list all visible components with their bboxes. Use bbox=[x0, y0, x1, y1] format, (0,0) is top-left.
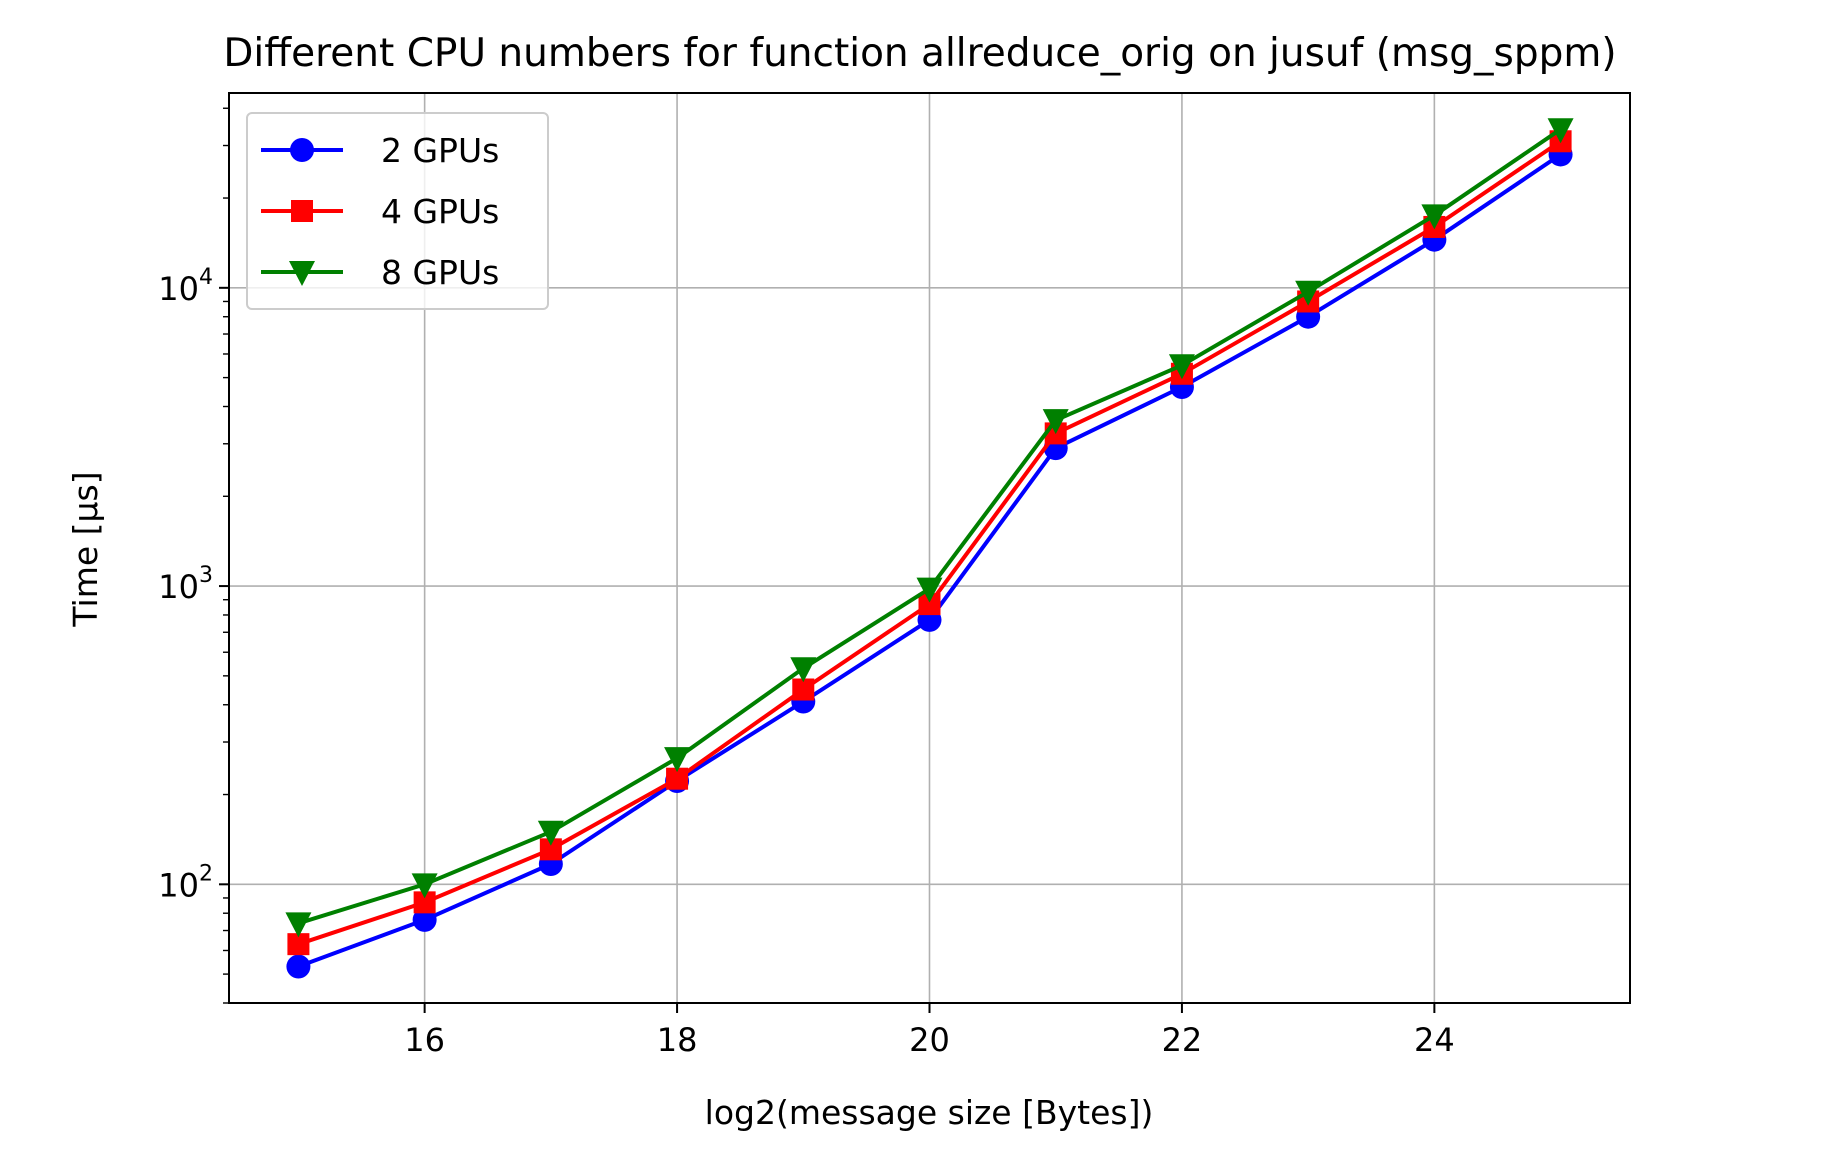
data-point bbox=[1042, 409, 1069, 435]
data-point bbox=[1421, 204, 1448, 230]
data-point bbox=[413, 891, 436, 914]
data-point bbox=[285, 912, 312, 938]
legend-marker bbox=[289, 261, 315, 286]
data-point bbox=[1547, 118, 1574, 144]
series-3 bbox=[285, 118, 1574, 938]
data-point bbox=[412, 907, 437, 932]
data-point bbox=[666, 767, 689, 790]
y-tick-label: 103 bbox=[158, 563, 213, 606]
legend-item: 4 GPUs bbox=[261, 192, 499, 231]
legend-label: 8 GPUs bbox=[381, 253, 499, 292]
data-point bbox=[1295, 280, 1322, 306]
y-tick-label: 102 bbox=[158, 861, 213, 904]
x-tick-label: 24 bbox=[1414, 1021, 1455, 1059]
x-tick-label: 16 bbox=[404, 1021, 445, 1059]
legend-item: 8 GPUs bbox=[261, 253, 499, 292]
data-point bbox=[1168, 354, 1195, 380]
data-point bbox=[664, 747, 691, 773]
legend-marker bbox=[291, 200, 313, 222]
data-point bbox=[918, 593, 941, 616]
data-point bbox=[790, 657, 817, 683]
x-axis: 16 18 20 22 24 bbox=[404, 1003, 1455, 1059]
data-point bbox=[792, 678, 815, 701]
x-tick-label: 18 bbox=[657, 1021, 698, 1059]
y-axis: 102 103 104 bbox=[158, 107, 229, 1004]
y-axis-label: Time [µs] bbox=[66, 471, 105, 627]
y-tick-label: 104 bbox=[158, 265, 213, 308]
series-group bbox=[285, 118, 1574, 979]
x-tick-label: 22 bbox=[1162, 1021, 1203, 1059]
x-tick-label: 20 bbox=[909, 1021, 950, 1059]
chart-title: Different CPU numbers for function allre… bbox=[223, 31, 1616, 76]
data-point bbox=[286, 954, 311, 979]
legend-item: 2 GPUs bbox=[261, 131, 499, 170]
data-point bbox=[287, 933, 310, 956]
legend-box bbox=[246, 112, 549, 310]
data-point bbox=[411, 873, 438, 899]
legend: 2 GPUs 4 GPUs 8 GPUs bbox=[246, 112, 549, 310]
data-point bbox=[539, 838, 562, 861]
x-axis-label: log2(message size [Bytes]) bbox=[705, 1093, 1154, 1132]
legend-label: 4 GPUs bbox=[381, 192, 499, 231]
data-point bbox=[916, 577, 943, 603]
data-point bbox=[537, 820, 564, 846]
legend-marker bbox=[290, 138, 314, 162]
legend-label: 2 GPUs bbox=[381, 131, 499, 170]
